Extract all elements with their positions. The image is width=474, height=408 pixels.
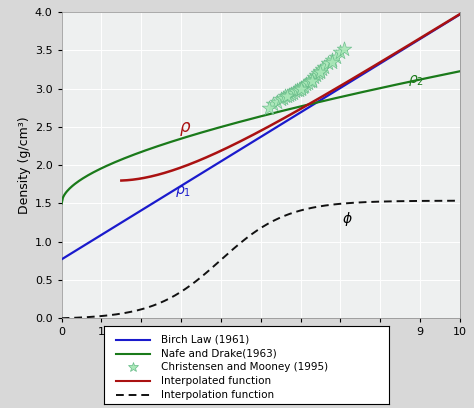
Point	[313, 72, 320, 78]
Point	[320, 64, 328, 71]
Point	[279, 95, 286, 101]
Text: Interpolated function: Interpolated function	[161, 377, 271, 386]
Point	[307, 78, 314, 84]
Point	[295, 86, 302, 93]
Point	[309, 76, 316, 83]
Text: Birch Law (1961): Birch Law (1961)	[161, 335, 249, 345]
Point	[273, 98, 281, 105]
Point	[301, 82, 308, 89]
Point	[277, 95, 284, 102]
Point	[310, 74, 318, 80]
Y-axis label: Density (g/cm³): Density (g/cm³)	[18, 116, 31, 214]
Point	[317, 69, 324, 75]
Text: $\phi$: $\phi$	[342, 210, 353, 228]
Point	[319, 66, 326, 72]
Text: $\rho$: $\rho$	[179, 120, 191, 137]
Point	[303, 81, 310, 87]
Point	[337, 49, 344, 55]
Point	[283, 92, 291, 99]
Point	[289, 89, 296, 96]
Point	[325, 60, 332, 67]
Point	[299, 84, 306, 91]
Point	[333, 53, 340, 60]
X-axis label: P-wave velocity (km/s): P-wave velocity (km/s)	[190, 341, 332, 355]
Point	[297, 85, 304, 91]
Point	[291, 88, 298, 94]
Point	[317, 68, 324, 74]
Text: $\rho_1$: $\rho_1$	[175, 184, 191, 200]
Point	[293, 87, 301, 93]
Point	[328, 56, 336, 63]
Point	[285, 92, 292, 98]
Point	[265, 104, 273, 111]
Text: Nafe and Drake(1963): Nafe and Drake(1963)	[161, 348, 277, 359]
Text: Christensen and Mooney (1995): Christensen and Mooney (1995)	[161, 362, 328, 373]
Point	[281, 93, 288, 100]
Point	[315, 70, 322, 77]
Text: $\rho_2$: $\rho_2$	[408, 73, 424, 89]
Text: Interpolation function: Interpolation function	[161, 390, 274, 400]
Point	[340, 46, 348, 52]
Point	[309, 78, 316, 84]
Point	[297, 86, 304, 92]
Point	[305, 79, 312, 86]
Point	[328, 59, 336, 65]
Point	[269, 101, 276, 107]
Point	[287, 91, 294, 98]
